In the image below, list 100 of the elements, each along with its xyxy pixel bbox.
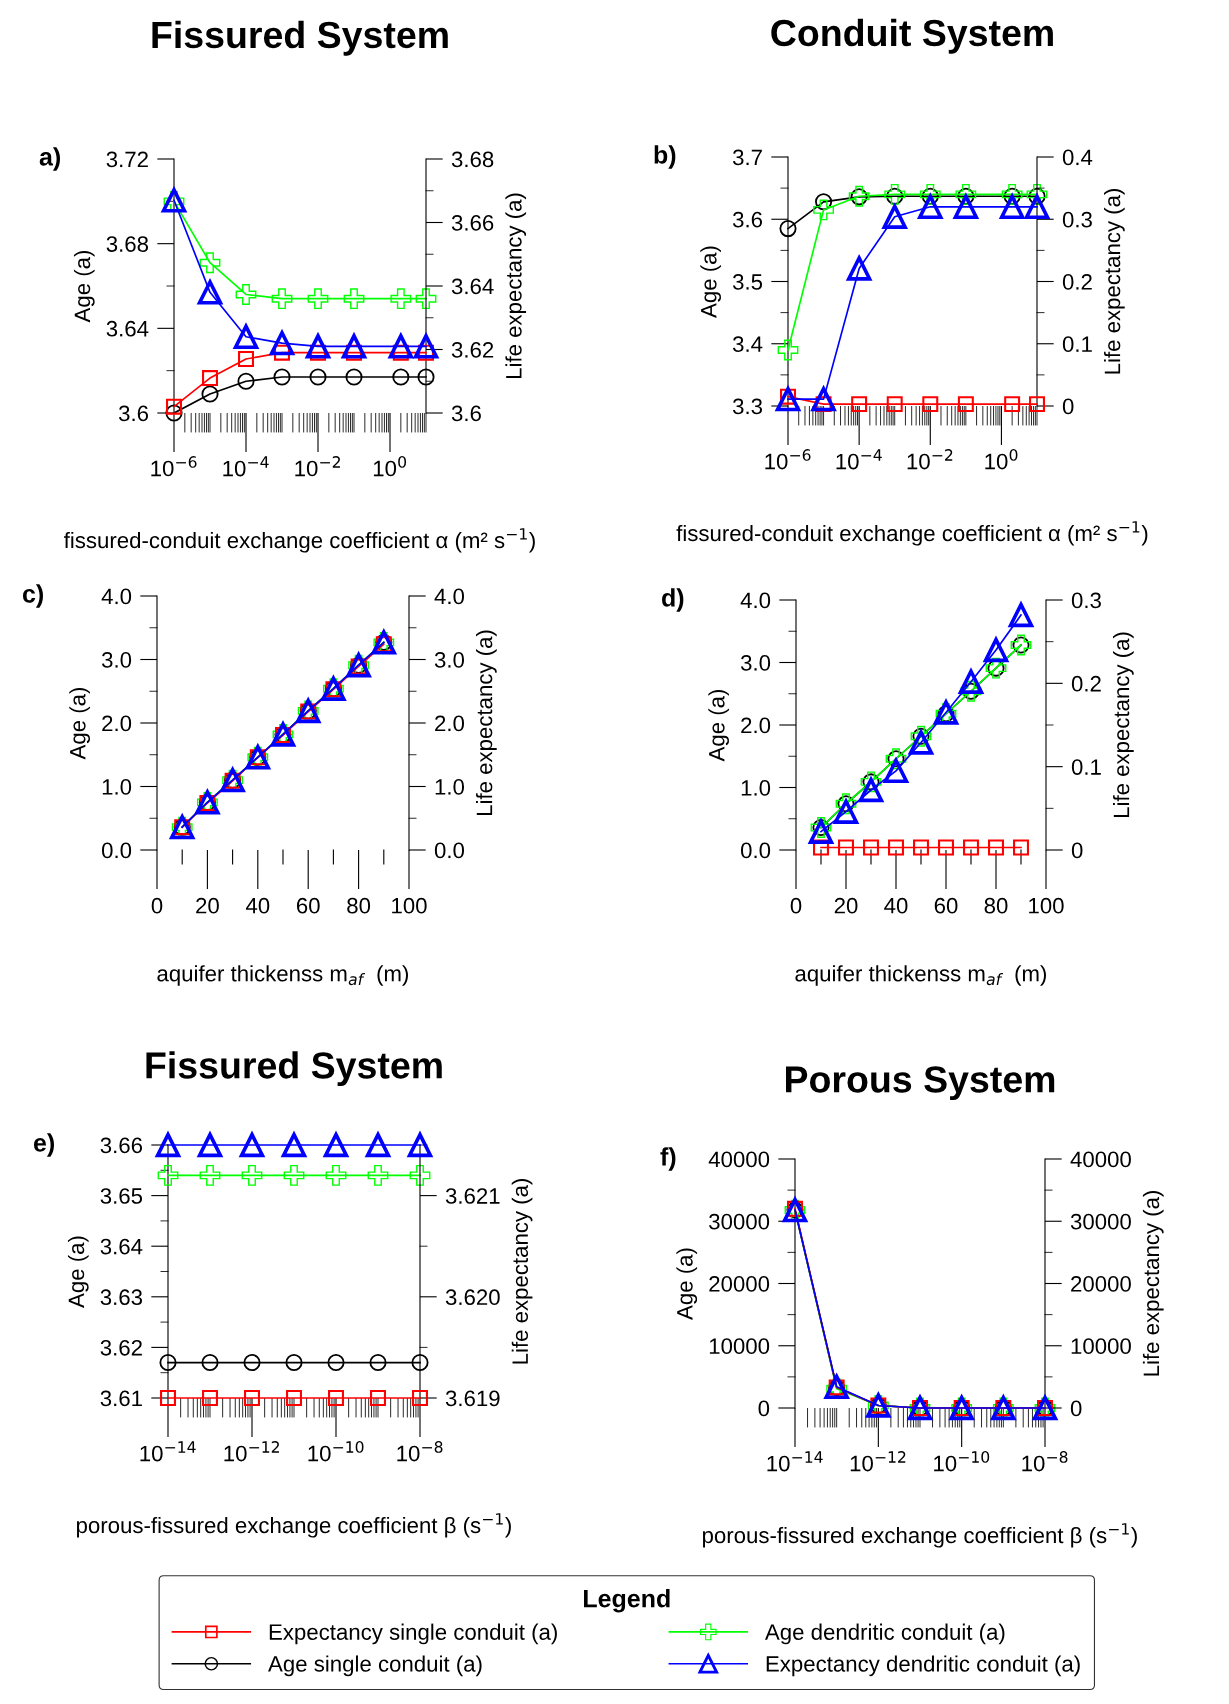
y-tick-label: 20000 bbox=[709, 1276, 770, 1292]
x-tick-label: 0 bbox=[151, 897, 163, 914]
y2-tick-label: 3.0 bbox=[434, 652, 465, 668]
y-tick-label: 3.68 bbox=[106, 236, 149, 252]
y-tick-label: 3.0 bbox=[101, 652, 132, 668]
y2-tick-label: 1.0 bbox=[435, 779, 465, 795]
y2-tick-label: 0.1 bbox=[1071, 759, 1101, 775]
y-tick-label: 3.66 bbox=[100, 1137, 143, 1154]
x-axis-title: porous-fissured exchange coefficient β (s$^{−1}$) bbox=[702, 1523, 1137, 1548]
x-tick-label: 60 bbox=[934, 897, 958, 914]
legend-label: Expectancy dendritic conduit (a) bbox=[766, 1655, 1080, 1677]
y2-tick-label: 3.66 bbox=[451, 215, 494, 231]
y-tick-label: 40000 bbox=[708, 1151, 770, 1168]
x-tick-label: 40 bbox=[245, 897, 270, 914]
x-tick-label: 40 bbox=[884, 897, 908, 914]
y2-tick-label: 40000 bbox=[1070, 1151, 1131, 1168]
y2-tick-label: 20000 bbox=[1071, 1276, 1131, 1292]
y-tick-label: 4.0 bbox=[101, 588, 132, 605]
x-tick-label: 10$^{−6}$ bbox=[765, 449, 811, 470]
y-tick-label: 3.5 bbox=[732, 274, 763, 290]
x-axis-title: porous-fissured exchange coefficient β (s$^{−1}$) bbox=[76, 1513, 511, 1538]
x-tick-label: 80 bbox=[984, 897, 1008, 914]
y-axis-title: Age (a) bbox=[676, 1248, 698, 1320]
y-tick-label: 0.0 bbox=[101, 842, 132, 859]
y-axis-title: Age (a) bbox=[700, 246, 721, 318]
x-tick-label: 10$^{−14}$ bbox=[140, 1441, 196, 1462]
legend-label: Expectancy single conduit (a) bbox=[269, 1623, 557, 1645]
y-tick-label: 2.0 bbox=[102, 715, 132, 732]
y-axis-title: Age (a) bbox=[67, 1236, 89, 1308]
y2-tick-label: 0.2 bbox=[1062, 274, 1092, 290]
y2-tick-label: 0 bbox=[1062, 398, 1074, 415]
x-axis-title: aquifer thickenss m$_{af}$ (m) bbox=[795, 965, 1046, 986]
y2-tick-label: 0.2 bbox=[1071, 675, 1101, 692]
y2-tick-label: 3.6 bbox=[451, 405, 481, 422]
x-tick-label: 80 bbox=[347, 897, 371, 914]
x-axis-title: fissured-conduit exchange coefficient α (m² s$^{−1}$) bbox=[676, 521, 1148, 546]
y2-tick-label: 10000 bbox=[1071, 1338, 1131, 1355]
y2-tick-label: 4.0 bbox=[434, 588, 465, 605]
x-tick-label: 100 bbox=[392, 897, 427, 914]
y-tick-label: 3.61 bbox=[100, 1390, 142, 1407]
y-tick-label: 3.63 bbox=[100, 1289, 143, 1306]
x-tick-label: 10$^{−2}$ bbox=[907, 449, 953, 470]
x-tick-label: 20 bbox=[834, 897, 858, 914]
legend-label: Age dendritic conduit (a) bbox=[764, 1623, 1005, 1645]
y2-tick-label: 3.62 bbox=[451, 342, 494, 358]
y-axis-title: Age (a) bbox=[69, 687, 90, 760]
y2-axis-title: Life expectancy (a) bbox=[1142, 1191, 1164, 1376]
y2-axis-title: Life expectancy (a) bbox=[1104, 189, 1125, 374]
y-tick-label: 3.65 bbox=[100, 1188, 143, 1204]
y2-tick-label: 0.0 bbox=[434, 842, 465, 859]
chart-title: Fissured System bbox=[146, 1051, 442, 1087]
y-tick-label: 3.62 bbox=[100, 1339, 142, 1356]
y2-axis-title: Life expectancy (a) bbox=[511, 1179, 533, 1364]
y-tick-label: 3.0 bbox=[740, 655, 771, 671]
y2-axis-title: Life expectancy (a) bbox=[1113, 632, 1134, 818]
y-tick-label: 30000 bbox=[709, 1213, 770, 1230]
text: f) bbox=[660, 1147, 676, 1171]
y-tick-label: 3.4 bbox=[732, 336, 763, 353]
text: e) bbox=[33, 1133, 54, 1157]
y-tick-label: 10000 bbox=[709, 1338, 770, 1355]
y-tick-label: 3.64 bbox=[106, 320, 149, 337]
y-axis-title: Age (a) bbox=[708, 689, 729, 762]
y2-tick-label: 0 bbox=[1071, 842, 1083, 859]
y-tick-label: 2.0 bbox=[741, 717, 771, 734]
y2-tick-label: 3.621 bbox=[445, 1188, 500, 1204]
x-tick-label: 10$^{−10}$ bbox=[308, 1441, 364, 1462]
y2-tick-label: 2.0 bbox=[435, 715, 465, 732]
y2-tick-label: 3.619 bbox=[445, 1390, 500, 1407]
text: d) bbox=[662, 588, 684, 612]
text: b) bbox=[654, 145, 676, 169]
y2-axis-title: Life expectancy (a) bbox=[476, 630, 497, 816]
chart-title: Conduit System bbox=[771, 18, 1053, 54]
x-tick-label: 10$^{−8}$ bbox=[1022, 1451, 1068, 1472]
y-tick-label: 3.6 bbox=[732, 211, 763, 228]
y2-tick-label: 0 bbox=[1070, 1400, 1082, 1417]
x-tick-label: 20 bbox=[196, 897, 219, 914]
x-tick-label: 10$^{−2}$ bbox=[295, 456, 340, 477]
x-tick-label: 10$^{−6}$ bbox=[151, 456, 197, 477]
x-tick-label: 0 bbox=[790, 897, 802, 914]
y-tick-label: 3.3 bbox=[732, 398, 763, 415]
y2-tick-label: 0.3 bbox=[1071, 592, 1101, 609]
y-tick-label: 1.0 bbox=[741, 780, 771, 796]
legend-label: Age single conduit (a) bbox=[268, 1655, 482, 1677]
text: a) bbox=[39, 147, 60, 171]
y2-tick-label: 0.3 bbox=[1062, 211, 1092, 228]
legend-title: Legend bbox=[584, 1589, 670, 1613]
x-tick-label: 10$^{−8}$ bbox=[397, 1441, 443, 1462]
x-tick-label: 10$^{−12}$ bbox=[850, 1451, 906, 1472]
y-tick-label: 3.64 bbox=[100, 1238, 143, 1255]
x-tick-label: 10$^{−14}$ bbox=[767, 1451, 823, 1472]
x-tick-label: 60 bbox=[296, 897, 320, 914]
y-tick-label: 3.72 bbox=[106, 151, 148, 168]
y-tick-label: 1.0 bbox=[102, 779, 132, 795]
chart-title: Porous System bbox=[786, 1066, 1055, 1101]
y-tick-label: 0 bbox=[758, 1400, 770, 1417]
chart-title: Fissured System bbox=[152, 20, 448, 56]
x-tick-label: 10$^{0}$ bbox=[985, 449, 1018, 470]
text: c) bbox=[22, 584, 43, 608]
y2-tick-label: 3.64 bbox=[451, 278, 494, 295]
x-tick-label: 10$^{−12}$ bbox=[224, 1441, 279, 1462]
